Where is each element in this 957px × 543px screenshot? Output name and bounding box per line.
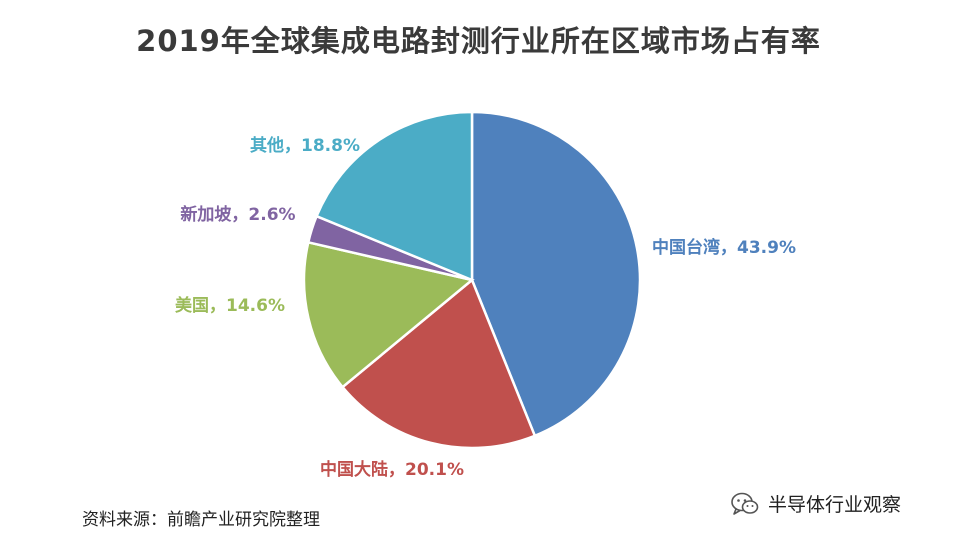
pie-slices [302,110,642,450]
pie-labels: 中国台湾，43.9% 中国大陆，20.1% 美国，14.6% 新加坡，2.6% 其他，1… [175,135,796,480]
watermark: 半导体行业观察 [730,490,901,517]
slice-usa-label: 美国，14.6% [175,295,285,316]
slice-singapore-label: 新加坡，2.6% [180,204,295,225]
slice-mainland-label: 中国大陆，20.1% [320,459,464,480]
source-note: 资料来源：前瞻产业研究院整理 [82,510,320,530]
slice-other-label: 其他，18.8% [250,135,360,156]
slice-mainland [340,277,537,450]
slice-usa [302,240,475,389]
slice-taiwan-label: 中国台湾，43.9% [652,237,796,258]
slice-other [314,110,474,282]
watermark-text: 半导体行业观察 [768,494,902,516]
chart-title: 2019年全球集成电路封测行业所在区域市场占有率 [136,24,821,58]
slice-taiwan [470,110,642,438]
wechat-icon [731,492,759,515]
